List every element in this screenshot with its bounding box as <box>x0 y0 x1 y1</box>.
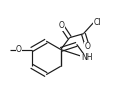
Text: Cl: Cl <box>93 18 101 27</box>
Text: NH: NH <box>81 53 92 62</box>
Text: O: O <box>16 45 22 54</box>
Text: O: O <box>84 42 90 51</box>
Text: O: O <box>59 21 65 30</box>
